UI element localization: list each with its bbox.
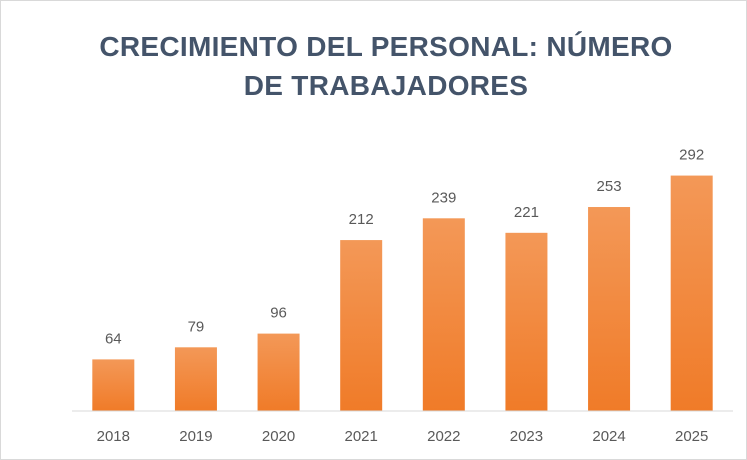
chart-title: CRECIMIENTO DEL PERSONAL: NÚMERO DE TRAB… xyxy=(99,31,673,101)
data-label: 239 xyxy=(431,189,456,206)
data-label: 221 xyxy=(514,204,539,221)
data-label: 64 xyxy=(105,330,122,347)
bar xyxy=(670,175,713,411)
x-tick-label: 2022 xyxy=(427,428,460,445)
bar xyxy=(588,207,631,411)
bar xyxy=(505,232,548,411)
bar xyxy=(92,359,135,411)
x-tick-label: 2018 xyxy=(97,428,130,445)
x-tick-label: 2025 xyxy=(675,428,708,445)
x-tick-label: 2020 xyxy=(262,428,295,445)
data-label: 96 xyxy=(270,305,287,322)
data-label: 292 xyxy=(679,147,704,164)
x-tick-label: 2023 xyxy=(510,428,543,445)
bar xyxy=(422,218,465,411)
bar xyxy=(340,240,383,411)
data-label: 253 xyxy=(597,178,622,195)
bar xyxy=(257,333,300,411)
data-label: 212 xyxy=(349,211,374,228)
x-tick-label: 2019 xyxy=(179,428,212,445)
x-tick-label: 2021 xyxy=(345,428,378,445)
x-tick-label: 2024 xyxy=(592,428,625,445)
data-label: 79 xyxy=(188,318,205,335)
bar xyxy=(174,347,217,411)
